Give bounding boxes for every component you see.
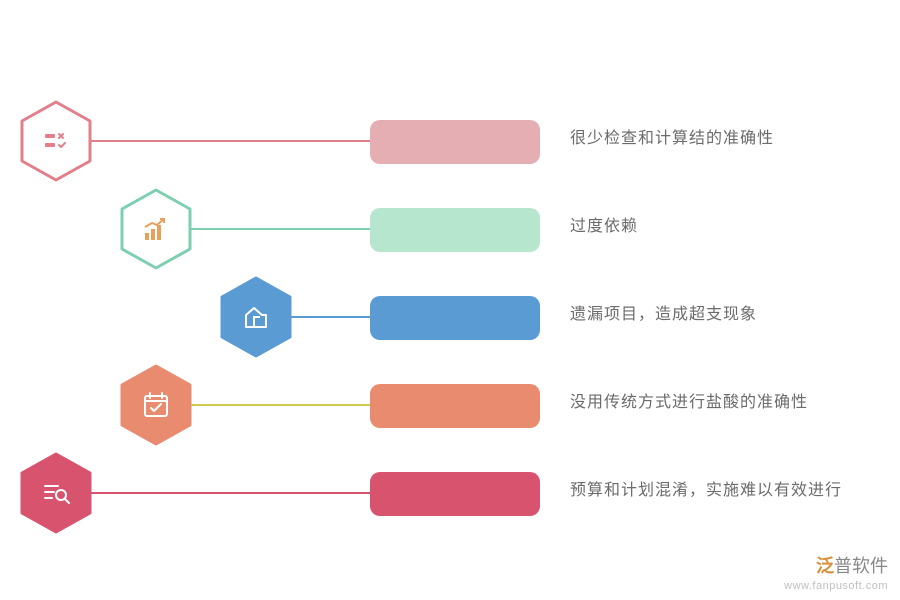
connector-line [290,316,374,318]
watermark-brand: 泛普软件 [784,552,888,578]
row-label: 预算和计划混淆，实施难以有效进行 [570,476,842,500]
diagram-row: 过度依赖 [0,188,900,276]
hexagon-node [120,364,192,446]
row-label: 过度依赖 [570,212,638,236]
row-label: 没用传统方式进行盐酸的准确性 [570,388,808,412]
hexagon-node [120,188,192,270]
diagram-row: 预算和计划混淆，实施难以有效进行 [0,452,900,540]
row-label: 很少检查和计算结的准确性 [570,124,774,148]
diagram-row: 很少检查和计算结的准确性 [0,100,900,188]
connector-line [90,492,374,494]
diagram-row: 没用传统方式进行盐酸的准确性 [0,364,900,452]
calendar-check-icon [140,389,172,421]
checklist-icon [40,125,72,157]
brand-rest: 普软件 [834,556,888,576]
category-bar [370,472,540,516]
category-bar [370,208,540,252]
hexagon-node [220,276,292,358]
row-label: 遗漏项目，造成超支现象 [570,300,757,324]
watermark: 泛普软件 www.fanpusoft.com [784,552,888,592]
list-search-icon [40,477,72,509]
connector-line [190,228,374,230]
hexagon-node [20,452,92,534]
category-bar [370,120,540,164]
watermark-url: www.fanpusoft.com [784,580,888,592]
diagram-row: 遗漏项目，造成超支现象 [0,276,900,364]
brand-accent: 泛 [816,556,834,576]
connector-line [90,140,374,142]
connector-line [190,404,374,406]
category-bar [370,296,540,340]
hexagon-node [20,100,92,182]
house-icon [240,301,272,333]
growth-chart-icon [140,213,172,245]
category-bar [370,384,540,428]
